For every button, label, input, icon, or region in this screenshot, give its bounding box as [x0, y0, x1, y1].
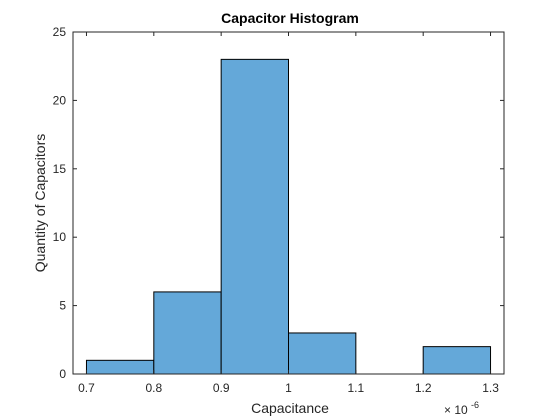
x-exponent-base: × 10: [444, 403, 468, 417]
x-exponent-power: -6: [471, 400, 479, 410]
y-tick-label: 5: [59, 299, 66, 313]
x-axis-label: Capacitance: [251, 400, 329, 416]
histogram-bar: [288, 332, 357, 375]
x-tick-label: 1: [285, 381, 292, 395]
histogram-bar: [153, 291, 222, 375]
x-tick-labels: 0.7 0.8 0.9 1 1.1 1.2 1.3: [78, 381, 499, 395]
ticks-group: [73, 31, 504, 375]
x-tick-label: 0.9: [213, 381, 230, 395]
chart-title: Capacitor Histogram: [221, 10, 359, 26]
histogram-bar: [85, 359, 155, 375]
bars-group: [85, 58, 492, 375]
y-tick-label: 25: [53, 25, 67, 39]
histogram-bar: [220, 58, 289, 375]
x-tick-label: 0.8: [145, 381, 162, 395]
x-exponent-label: × 10 -6: [444, 400, 479, 417]
x-tick-label: 1.1: [348, 381, 365, 395]
y-tick-label: 0: [59, 367, 66, 381]
y-axis-label: Quantity of Capacitors: [32, 134, 48, 273]
y-tick-label: 20: [53, 93, 67, 107]
x-tick-label: 1.3: [482, 381, 499, 395]
x-tick-label: 1.2: [415, 381, 432, 395]
x-tick-label: 0.7: [78, 381, 95, 395]
y-tick-label: 15: [53, 162, 67, 176]
y-tick-label: 10: [53, 230, 67, 244]
y-tick-labels: 0 5 10 15 20 25: [53, 25, 67, 381]
histogram-bar: [422, 346, 492, 375]
